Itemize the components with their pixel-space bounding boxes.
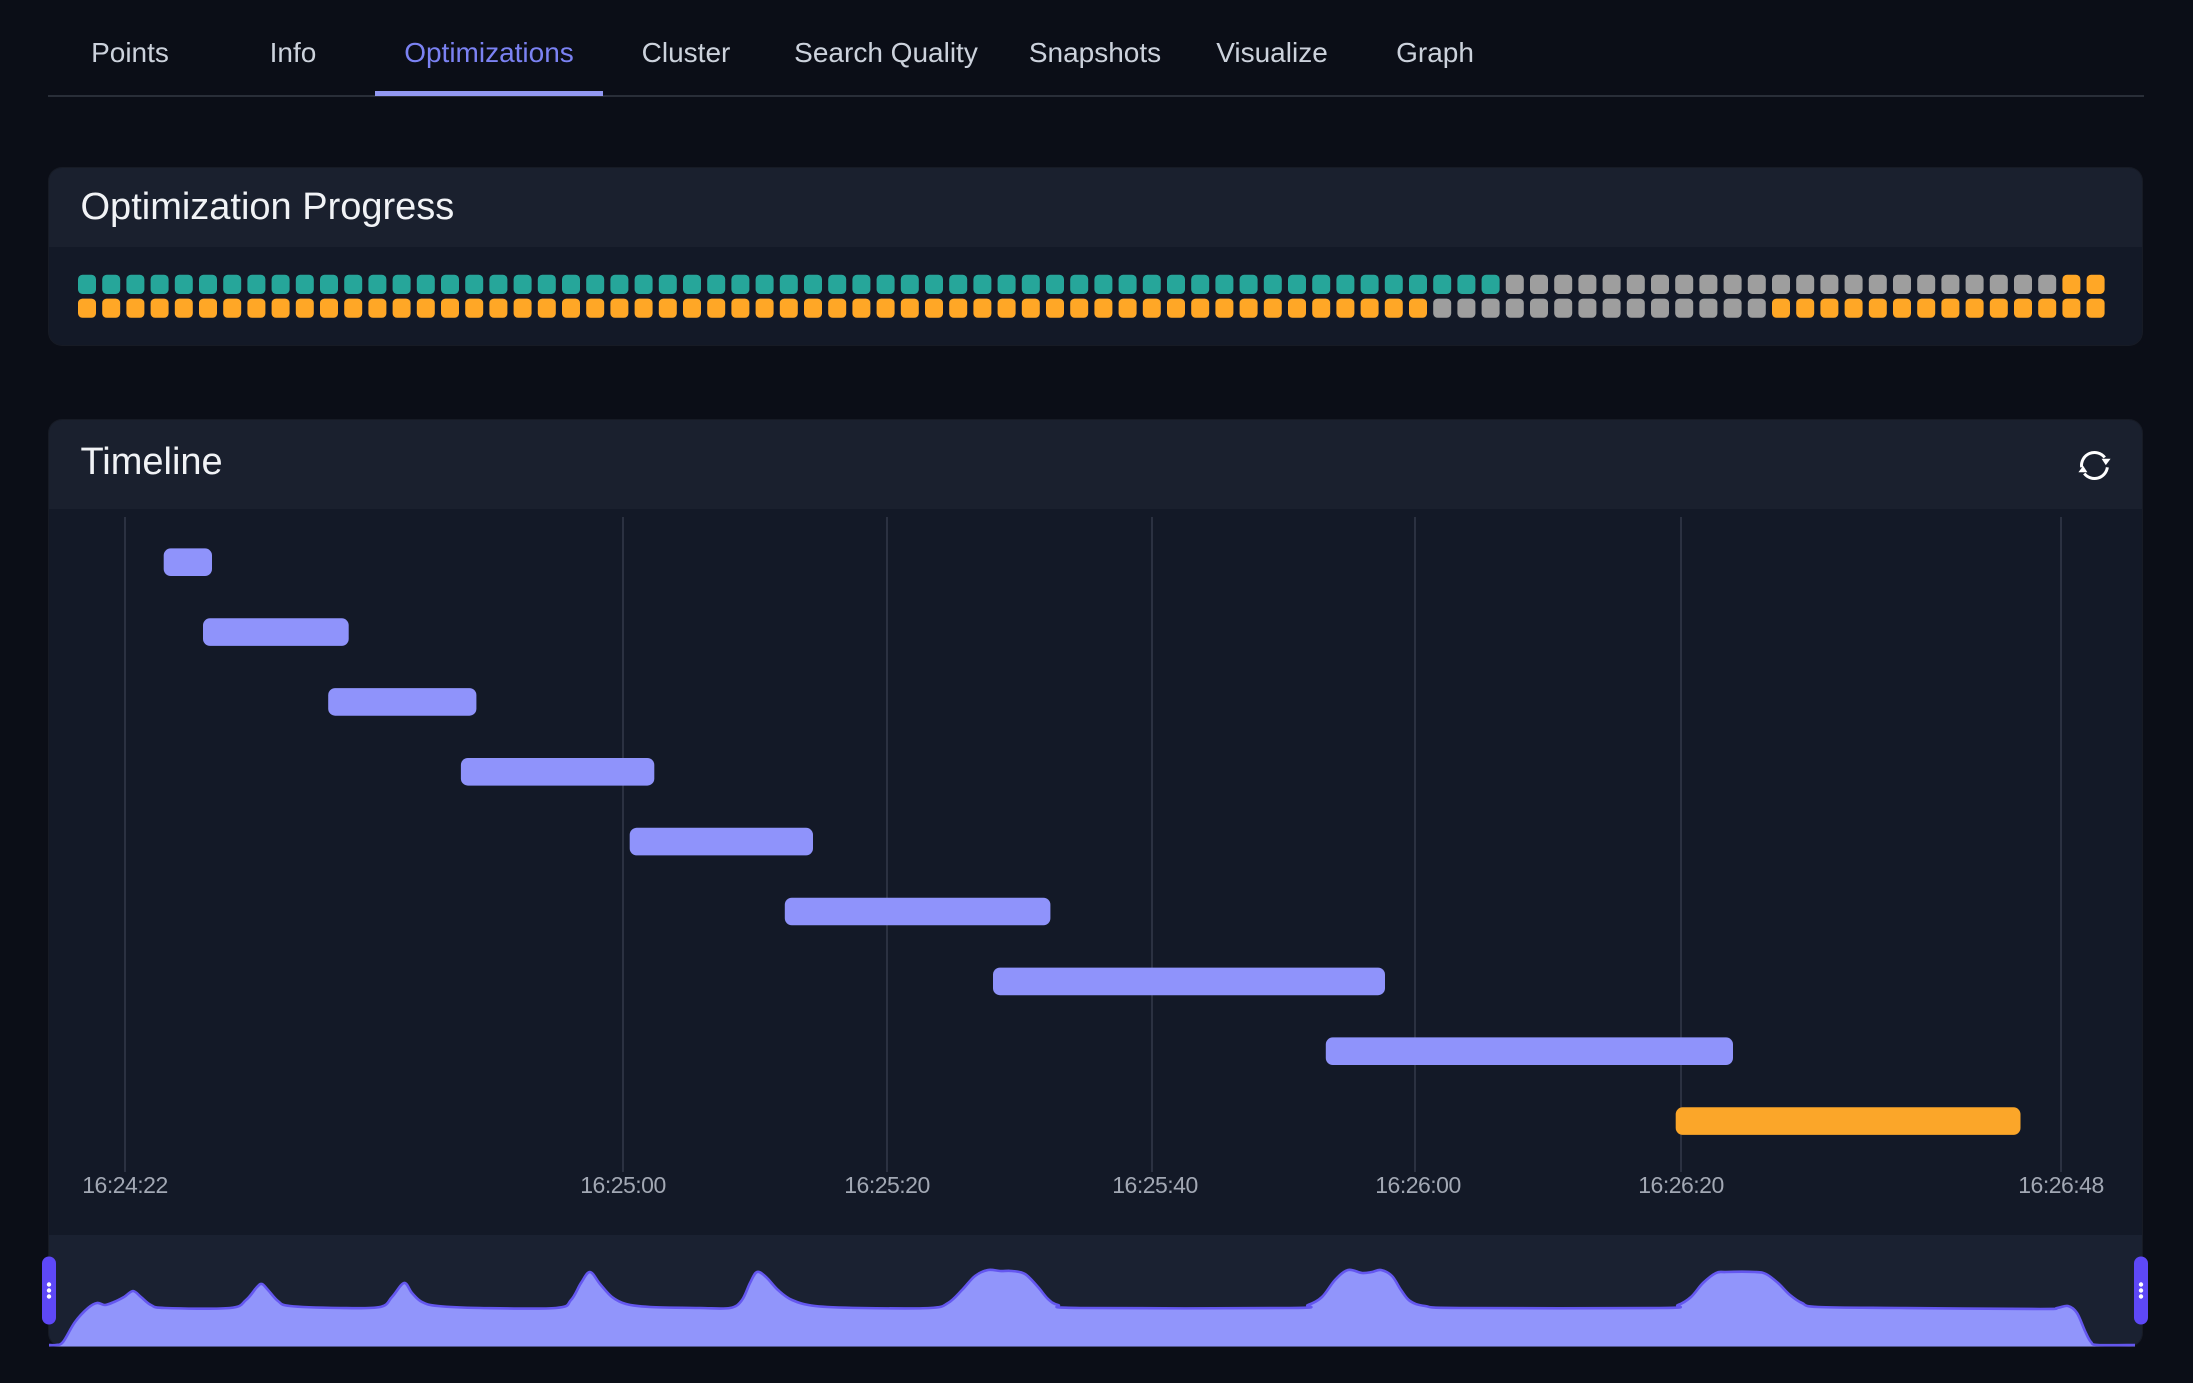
svg-text:16:26:48: 16:26:48: [2018, 1172, 2104, 1198]
svg-text:16:26:20: 16:26:20: [1638, 1172, 1724, 1198]
svg-text:16:25:40: 16:25:40: [1112, 1172, 1198, 1198]
svg-text:16:25:00: 16:25:00: [580, 1172, 666, 1198]
svg-text:16:26:00: 16:26:00: [1375, 1172, 1461, 1198]
svg-text:16:24:22: 16:24:22: [82, 1172, 168, 1198]
svg-text:16:25:20: 16:25:20: [844, 1172, 930, 1198]
